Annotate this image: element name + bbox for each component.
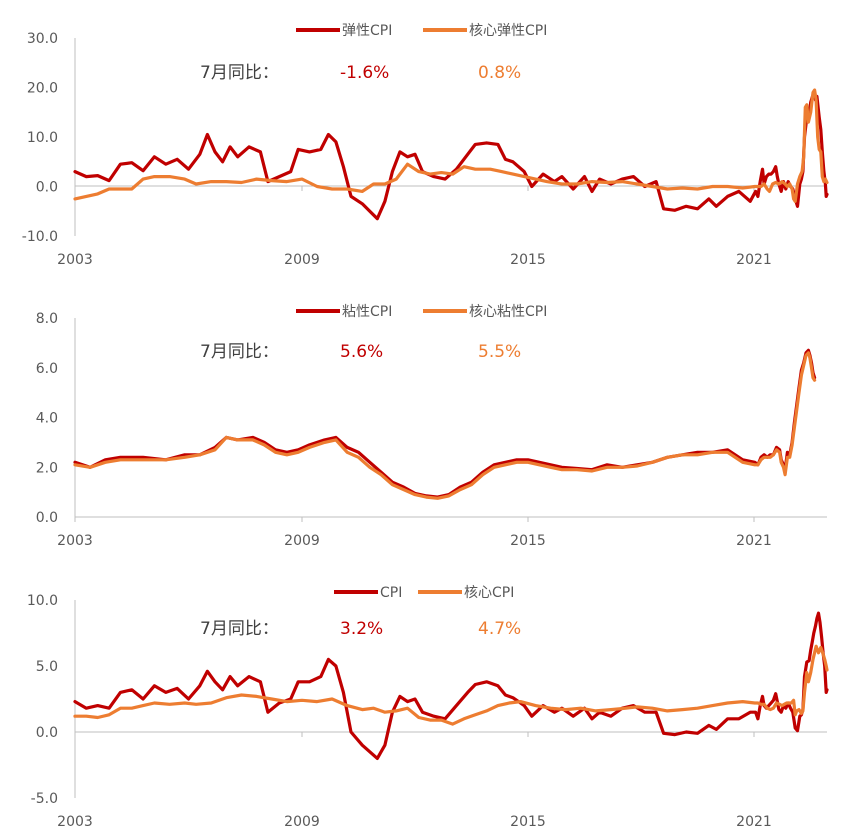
legend-label-main: 弹性CPI [342,23,392,39]
legend-label-core: 核心粘性CPI [469,304,547,320]
legend: CPI 核心CPI [334,585,514,601]
series-line-core [73,644,829,726]
annotation-core-value: 4.7% [478,619,521,639]
y-tick-label: 0.0 [36,180,58,196]
x-tick-label: 2003 [57,252,93,268]
y-tick-label: 20.0 [27,81,58,97]
y-tick-label: 10.0 [27,130,58,146]
y-tick-label: -5.0 [31,791,58,807]
annotation-core-value: 5.5% [478,342,521,362]
series-line-main [73,611,829,760]
series-line-main [73,90,829,221]
x-tick-label: 2003 [57,533,93,549]
legend-label-core: 核心弹性CPI [469,23,547,39]
legend-label-main: CPI [380,585,402,601]
x-tick-label: 2021 [736,533,772,549]
y-tick-label: 8.0 [36,311,58,327]
chart-panel-2: 8.0 6.0 4.0 2.0 0.0 2003 2009 2015 2021 粘性CPI 核心粘性… [36,304,827,549]
annotation-main-value: -1.6% [340,63,389,83]
chart-panel-1: 30.0 20.0 10.0 0.0 -10.0 2003 2009 2015 2021 弹性CP… [22,23,829,268]
series-line-core [73,351,817,500]
x-tick-label: 2021 [736,814,772,830]
annotation-label: 7月同比： [200,63,279,83]
x-tick-label: 2015 [510,533,546,549]
series-line-core [73,88,829,203]
annotation-main-value: 5.6% [340,342,383,362]
y-tick-label: 0.0 [36,725,58,741]
y-tick-label: 10.0 [27,593,58,609]
y-tick-label: 5.0 [36,659,58,675]
legend-label-core: 核心CPI [464,585,514,601]
x-tick-label: 2021 [736,252,772,268]
x-tick-label: 2015 [510,814,546,830]
x-tick-label: 2009 [284,252,320,268]
legend: 粘性CPI 核心粘性CPI [296,304,547,320]
y-tick-label: 6.0 [36,361,58,377]
y-tick-label: -10.0 [22,229,58,245]
y-tick-label: 4.0 [36,411,58,427]
x-tick-label: 2003 [57,814,93,830]
legend-label-main: 粘性CPI [342,304,392,320]
annotation-core-value: 0.8% [478,63,521,83]
annotation-label: 7月同比： [200,342,279,362]
series-line-main [73,348,817,499]
x-tick-label: 2009 [284,533,320,549]
annotation-label: 7月同比： [200,619,279,639]
legend: 弹性CPI 核心弹性CPI [296,23,547,39]
chart-panel-3: 10.0 5.0 0.0 -5.0 2003 2009 2015 2021 CPI 核心CPI 7月… [27,585,829,830]
y-tick-label: 0.0 [36,510,58,526]
y-tick-label: 30.0 [27,31,58,47]
y-tick-label: 2.0 [36,460,58,476]
annotation-main-value: 3.2% [340,619,383,639]
x-tick-label: 2015 [510,252,546,268]
x-tick-label: 2009 [284,814,320,830]
